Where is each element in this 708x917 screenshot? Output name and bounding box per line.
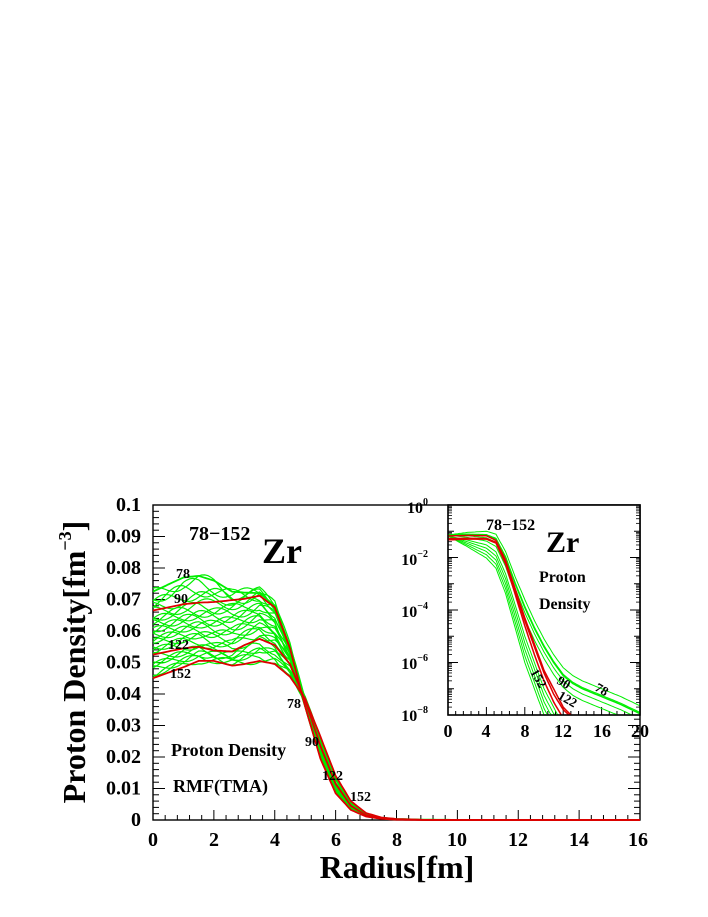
- main-ytick-label: 0.09: [106, 526, 141, 548]
- inset-x-tick-labels: 0 4 8 12 16 20: [444, 721, 650, 741]
- inset-ytick-label: 10−8: [401, 705, 428, 725]
- inset-title-prefix: 78−152: [486, 517, 535, 534]
- main-ytick-label: 0.04: [106, 683, 141, 705]
- main-series-line-A=152: [152, 659, 640, 821]
- inset-series-line-A=90: [447, 534, 572, 716]
- main-xtick-label: 16: [628, 829, 648, 851]
- main-title-element: Zr: [262, 531, 302, 571]
- inset-xtick-label: 8: [521, 721, 530, 741]
- svg-text:Proton Density[fm−3]: Proton Density[fm−3]: [55, 521, 92, 804]
- inset-xtick-label: 20: [631, 721, 649, 741]
- inset-xtick-label: 16: [593, 721, 611, 741]
- main-ytick-label: 0.01: [106, 778, 141, 800]
- main-ytick-label: 0.03: [106, 715, 141, 737]
- main-xtick-label: 10: [447, 829, 467, 851]
- main-label-proton-density: Proton Density: [171, 740, 286, 760]
- main-label-rmf: RMF(TMA): [173, 776, 268, 797]
- main-mass-label-152-right: 152: [350, 790, 371, 805]
- ylabel-exponent: −3: [55, 531, 75, 550]
- inset-xtick-label: 0: [444, 721, 453, 741]
- inset-series-line-A=152: [447, 538, 562, 716]
- main-ytick-label: 0.02: [106, 746, 141, 768]
- main-y-tick-labels: 0 0.01 0.02 0.03 0.04 0.05 0.06 0.07 0.0…: [106, 494, 141, 831]
- main-xtick-label: 2: [209, 829, 219, 851]
- inset-series-line-intermediate: [447, 535, 571, 716]
- main-mass-label-122-left: 122: [168, 638, 189, 653]
- main-mass-label-122-right: 122: [322, 769, 343, 784]
- inset-ytick-label: 10−6: [401, 653, 428, 673]
- inset-series-line-intermediate: [447, 534, 640, 716]
- main-xtick-label: 12: [508, 829, 528, 851]
- inset-y-tick-labels: 100 10−2 10−4 10−6 10−8: [401, 497, 428, 725]
- main-mass-label-152-left: 152: [170, 667, 191, 682]
- inset-ytick-label: 10−2: [401, 549, 428, 569]
- ylabel-close: ]: [56, 521, 92, 532]
- inset-series-line-intermediate: [447, 534, 640, 716]
- main-ytick-label: 0.05: [106, 652, 141, 674]
- main-xtick-label: 4: [270, 829, 280, 851]
- main-xtick-label: 6: [331, 829, 341, 851]
- main-ytick-label: 0.06: [106, 620, 141, 642]
- ylabel-main: Proton Density[fm: [56, 550, 92, 803]
- inset-mass-label-90: 90: [555, 673, 574, 692]
- main-ytick-label: 0: [131, 809, 141, 831]
- main-series-group: [152, 574, 640, 821]
- inset-ytick-label: 10−4: [401, 601, 428, 621]
- main-ytick-label: 0.08: [106, 557, 141, 579]
- main-mass-label-78-right: 78: [287, 697, 301, 712]
- inset-title-element: Zr: [546, 526, 579, 559]
- inset-label-proton: Proton: [539, 569, 586, 586]
- main-xtick-label: 8: [392, 829, 402, 851]
- main-mass-label-90-left: 90: [174, 592, 188, 607]
- inset-ytick-label: 100: [407, 497, 428, 517]
- main-x-tick-labels: 0 2 4 6 8 10 12 14 16: [148, 829, 648, 851]
- inset-series-group: [447, 530, 641, 716]
- inset-label-density: Density: [539, 596, 591, 613]
- main-ytick-label: 0.07: [106, 589, 141, 611]
- inset-series-line-intermediate: [447, 535, 571, 716]
- main-mass-label-90-right: 90: [305, 735, 319, 750]
- main-ytick-label: 0.1: [116, 494, 141, 516]
- main-xtick-label: 0: [148, 829, 158, 851]
- main-x-axis-title: Radius[fm]: [320, 849, 475, 885]
- inset-chart: 100 10−2 10−4 10−6 10−8 0 4 8 12 16 20 7…: [401, 497, 649, 741]
- inset-series-line-intermediate: [447, 535, 571, 716]
- inset-xtick-label: 12: [554, 721, 572, 741]
- main-title-prefix: 78−152: [189, 523, 250, 545]
- inset-series-line-intermediate: [447, 530, 641, 707]
- inset-xtick-label: 4: [482, 721, 491, 741]
- main-xtick-label: 14: [569, 829, 589, 851]
- main-mass-label-78-left: 78: [176, 567, 190, 582]
- main-y-axis-title: Proton Density[fm−3]: [55, 521, 92, 804]
- main-chart: 0 0.01 0.02 0.03 0.04 0.05 0.06 0.07 0.0…: [55, 494, 648, 885]
